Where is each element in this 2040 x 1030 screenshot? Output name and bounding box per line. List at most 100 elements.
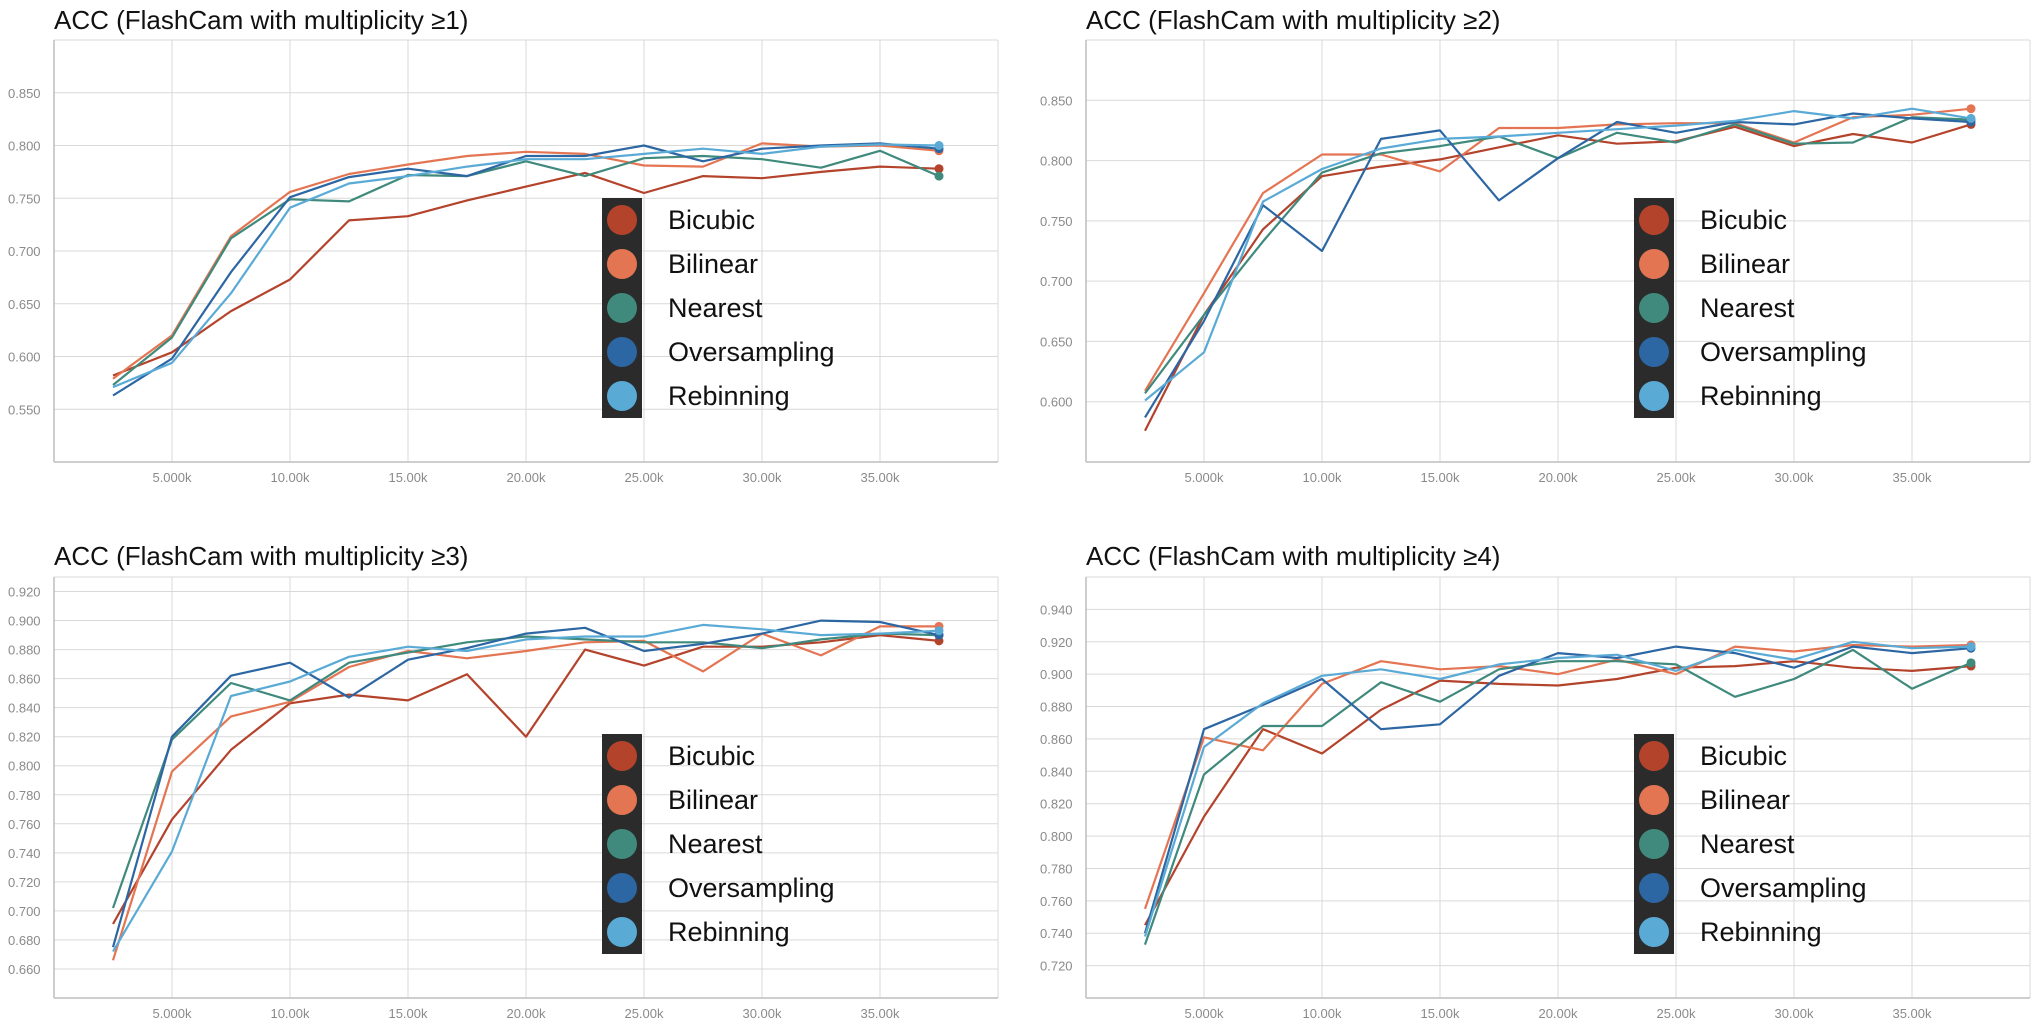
y-tick-label: 0.780 [8, 788, 41, 803]
y-tick-label: 0.600 [1040, 395, 1073, 410]
grid-lines [1085, 39, 2031, 463]
chart-panel-1: ACC (FlashCam with multiplicity ≥1) 0.550… [8, 5, 999, 485]
legend-label-rebinning: Rebinning [668, 381, 790, 411]
legend-swatch-bilinear [607, 249, 637, 279]
y-tick-label: 0.660 [8, 962, 41, 977]
legend-swatch-bicubic [1639, 205, 1669, 235]
series-line-oversampling[interactable] [112, 142, 940, 397]
legend-swatch-rebinning [607, 381, 637, 411]
x-tick-label: 25.00k [1656, 470, 1696, 485]
series-line-rebinning[interactable] [112, 143, 940, 389]
x-tick-label: 30.00k [1774, 470, 1814, 485]
series-line-nearest[interactable] [112, 149, 940, 386]
x-tick-label: 30.00k [1774, 1006, 1814, 1021]
legend-label-bicubic: Bicubic [1700, 741, 1787, 771]
series-endpoint-bilinear[interactable] [1966, 104, 1976, 114]
y-tick-label: 0.650 [8, 297, 41, 312]
y-tick-label: 0.760 [8, 817, 41, 832]
series-line-oversampling[interactable] [1143, 645, 1972, 934]
x-tick-label: 5.000k [1184, 470, 1224, 485]
series-endpoint-nearest[interactable] [1966, 658, 1976, 668]
x-tick-label: 25.00k [624, 1006, 664, 1021]
legend-swatch-nearest [607, 293, 637, 323]
legend-swatch-bicubic [607, 741, 637, 771]
x-tick-label: 20.00k [1538, 470, 1578, 485]
x-tick-label: 35.00k [1892, 470, 1932, 485]
y-tick-label: 0.700 [1040, 274, 1073, 289]
x-tick-label: 20.00k [1538, 1006, 1578, 1021]
x-tick-label: 35.00k [860, 1006, 900, 1021]
x-tick-label: 35.00k [860, 470, 900, 485]
legend-swatch-bilinear [1639, 249, 1669, 279]
legend-label-oversampling: Oversampling [1700, 873, 1867, 903]
y-tick-label: 0.720 [8, 875, 41, 890]
series-line-rebinning[interactable] [112, 623, 940, 953]
y-tick-label: 0.550 [8, 402, 41, 417]
legend-label-bicubic: Bicubic [1700, 205, 1787, 235]
series-line-oversampling[interactable] [1144, 112, 1972, 418]
y-tick-label: 0.800 [8, 139, 41, 154]
y-tick-label: 0.600 [8, 350, 41, 365]
series-line-rebinning[interactable] [1144, 107, 1972, 402]
y-tick-label: 0.780 [1040, 861, 1073, 876]
y-tick-label: 0.880 [1040, 700, 1073, 715]
grid-lines [1085, 576, 2031, 999]
chart-title: ACC (FlashCam with multiplicity ≥1) [54, 5, 468, 35]
legend-label-oversampling: Oversampling [1700, 337, 1867, 367]
y-tick-label: 0.800 [1040, 154, 1073, 169]
x-tick-label: 10.00k [1302, 470, 1342, 485]
x-tick-label: 5.000k [152, 1006, 192, 1021]
series-endpoint-bicubic[interactable] [934, 164, 944, 174]
series-line-oversampling[interactable] [111, 619, 940, 948]
legend-swatch-rebinning [1639, 917, 1669, 947]
series-line-bilinear[interactable] [111, 625, 939, 961]
legend-label-oversampling: Oversampling [668, 873, 835, 903]
chart-title: ACC (FlashCam with multiplicity ≥2) [1086, 5, 1500, 35]
series-endpoint-rebinning[interactable] [934, 626, 944, 636]
series-endpoint-nearest[interactable] [934, 171, 944, 181]
legend-label-rebinning: Rebinning [1700, 917, 1822, 947]
legend-swatch-oversampling [1639, 873, 1669, 903]
series-endpoint-rebinning[interactable] [1966, 642, 1976, 652]
series-line-nearest[interactable] [1143, 648, 1972, 945]
series-line-bilinear[interactable] [1144, 107, 1972, 392]
x-tick-label: 35.00k [1892, 1006, 1932, 1021]
y-tick-label: 0.900 [1040, 667, 1073, 682]
x-tick-label: 15.00k [1420, 1006, 1460, 1021]
x-tick-label: 10.00k [270, 470, 310, 485]
series-endpoint-rebinning[interactable] [1966, 113, 1976, 123]
x-tick-label: 25.00k [1656, 1006, 1696, 1021]
x-tick-label: 5.000k [152, 470, 192, 485]
y-tick-label: 0.840 [1040, 764, 1073, 779]
y-tick-label: 0.920 [1040, 635, 1073, 650]
x-tick-label: 25.00k [624, 470, 664, 485]
y-tick-label: 0.680 [8, 933, 41, 948]
legend-label-nearest: Nearest [668, 829, 763, 859]
series-line-bicubic[interactable] [1144, 660, 1972, 926]
y-tick-label: 0.850 [1040, 93, 1073, 108]
legend-label-nearest: Nearest [1700, 829, 1795, 859]
series-endpoint-rebinning[interactable] [934, 141, 944, 150]
y-tick-label: 0.920 [8, 585, 41, 600]
legend-swatch-bilinear [1639, 785, 1669, 815]
y-tick-label: 0.750 [8, 191, 41, 206]
legend-swatch-nearest [1639, 293, 1669, 323]
legend-swatch-bilinear [607, 785, 637, 815]
grid-lines [53, 39, 999, 463]
y-tick-label: 0.880 [8, 643, 41, 658]
x-tick-label: 10.00k [1302, 1006, 1342, 1021]
series-line-bicubic[interactable] [1144, 123, 1972, 432]
chart-title: ACC (FlashCam with multiplicity ≥3) [54, 541, 468, 571]
chart-panel-4: ACC (FlashCam with multiplicity ≥4) 0.720… [1040, 541, 2031, 1021]
chart-title: ACC (FlashCam with multiplicity ≥4) [1086, 541, 1500, 571]
series-line-nearest[interactable] [111, 632, 940, 909]
y-tick-label: 0.760 [1040, 894, 1073, 909]
legend-label-nearest: Nearest [1700, 293, 1795, 323]
y-tick-label: 0.800 [1040, 829, 1073, 844]
y-tick-label: 0.900 [8, 614, 41, 629]
series-line-bicubic[interactable] [112, 633, 940, 925]
series-line-rebinning[interactable] [1143, 640, 1972, 937]
series-line-bicubic[interactable] [112, 165, 940, 377]
legend-swatch-rebinning [607, 917, 637, 947]
